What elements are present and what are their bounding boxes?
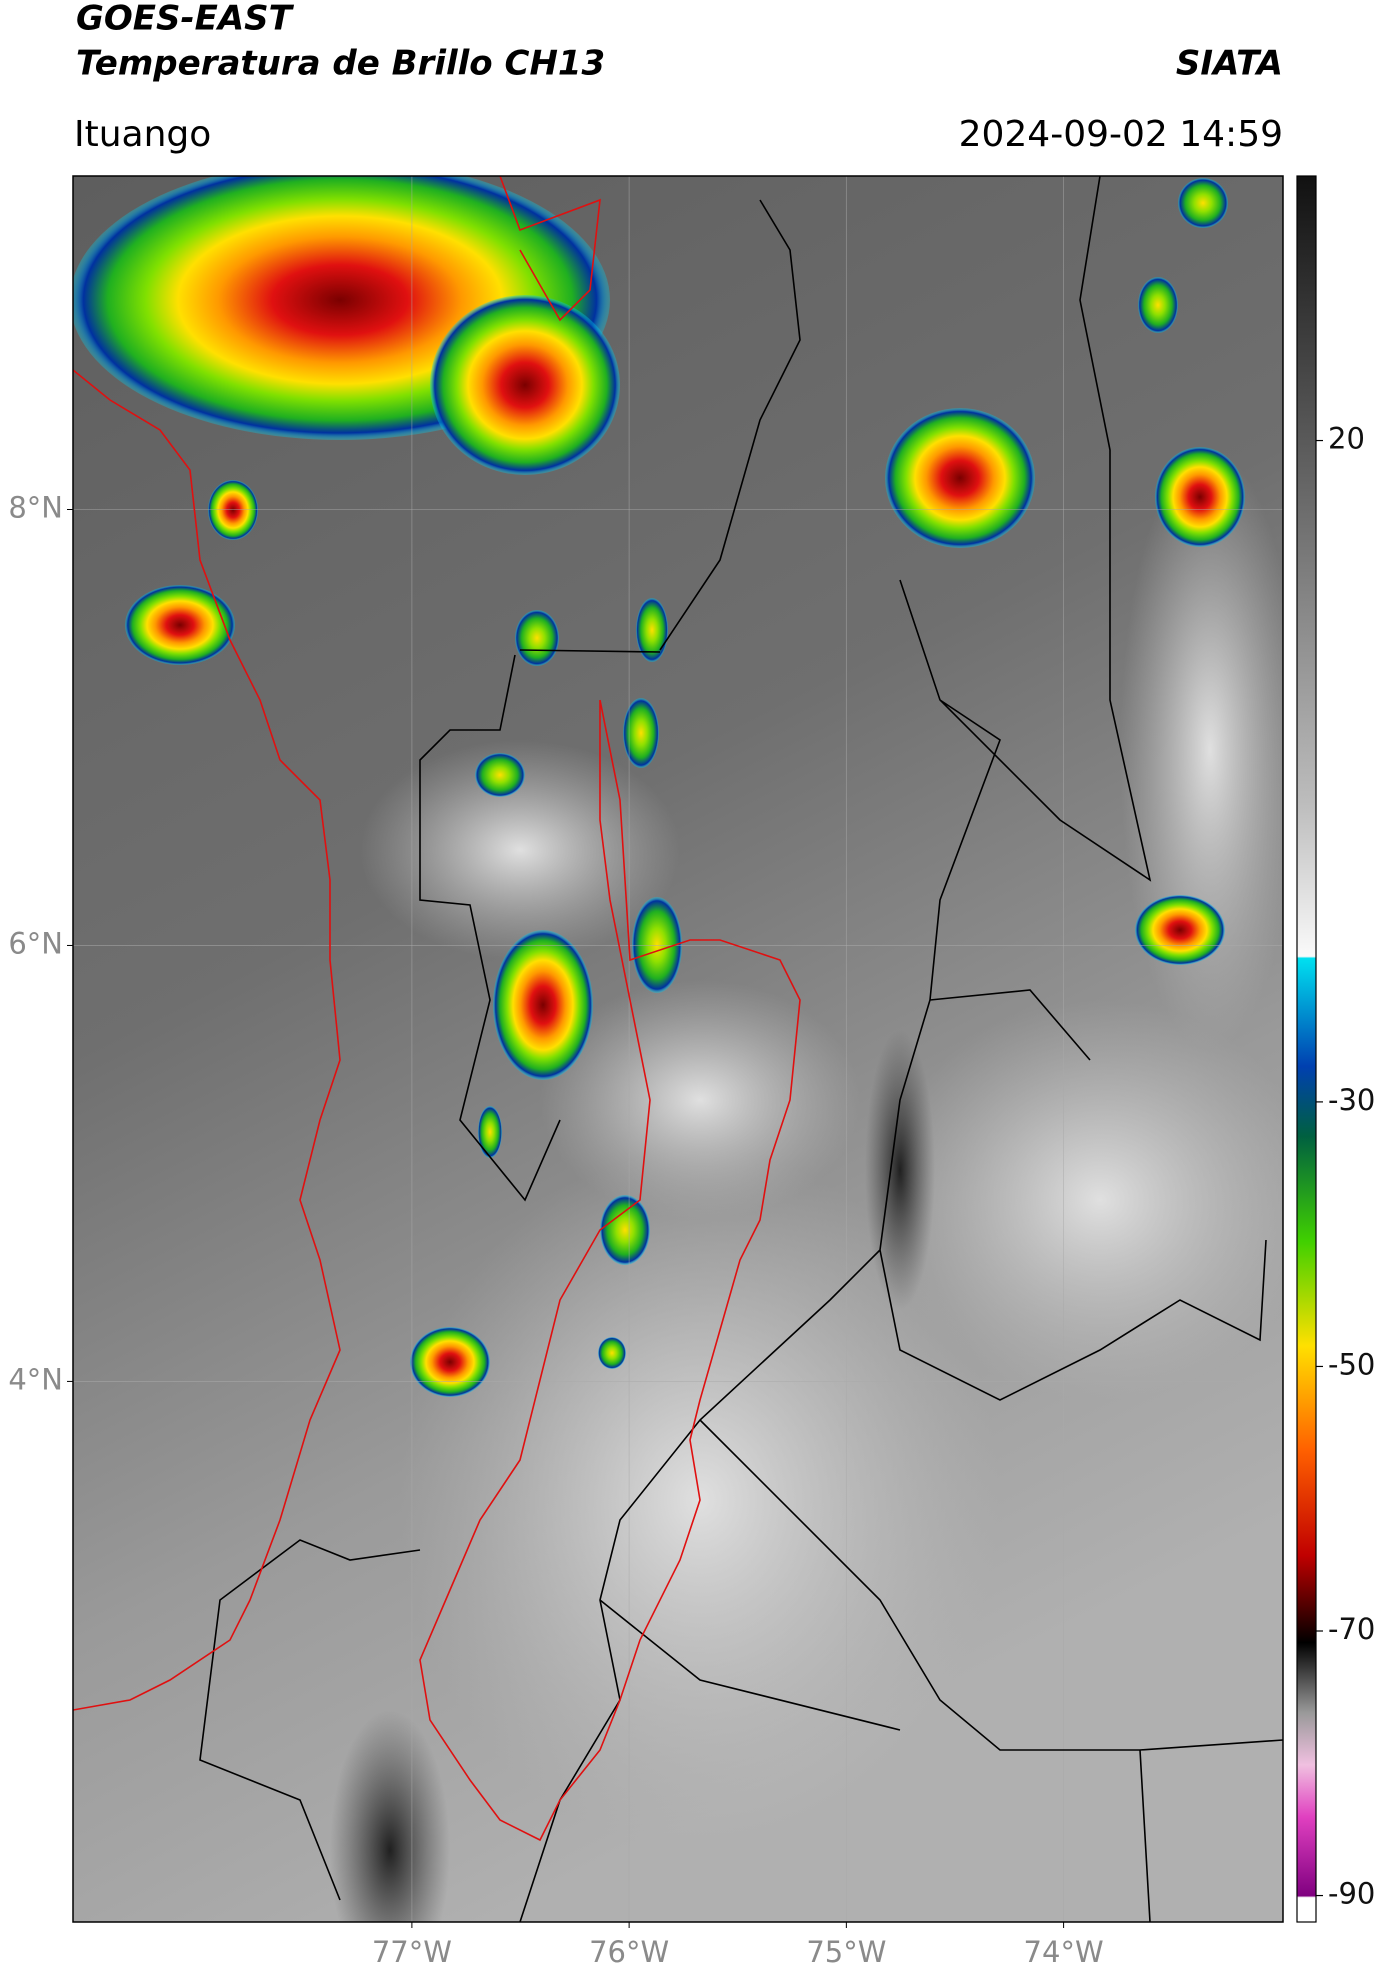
lon-tick-label: 74°W <box>1024 1935 1104 1969</box>
cloud-field <box>880 1000 1283 1400</box>
storm-cell <box>632 897 682 993</box>
lat-tick-label: 4°N <box>8 1362 63 1396</box>
department-borders <box>199 176 1283 1922</box>
storm-cell <box>1155 447 1245 547</box>
colorbar <box>1296 175 1317 1923</box>
storm-cell <box>623 698 659 768</box>
storm-cell <box>475 753 525 797</box>
satellite-map <box>73 176 1283 1922</box>
storm-cell <box>1138 277 1178 333</box>
datetime: 2024-09-02 14:59 <box>959 114 1283 155</box>
graticule <box>73 176 1283 1922</box>
coast-and-region-outline <box>73 176 801 1842</box>
lat-tick-label: 8°N <box>8 491 63 525</box>
storm-cell <box>493 930 593 1080</box>
colorbar-tick-label: -50 <box>1328 1347 1375 1381</box>
source: SIATA <box>1176 44 1283 84</box>
storm-cell <box>598 1337 626 1369</box>
colorbar-tick-label: -90 <box>1328 1877 1375 1911</box>
warm-area <box>330 1710 450 1922</box>
title: GOES-EAST <box>76 0 295 39</box>
storm-cell <box>600 1195 650 1265</box>
storm-cell <box>478 1106 502 1158</box>
colorbar-tick-label: -30 <box>1328 1083 1375 1117</box>
storm-cell <box>515 610 559 666</box>
colorbar-tick-label: 20 <box>1328 422 1365 456</box>
storm-cell <box>430 295 620 475</box>
storm-cell <box>1135 895 1225 965</box>
cloud-field <box>540 980 860 1220</box>
lon-tick-label: 77°W <box>372 1935 452 1969</box>
lon-tick-label: 75°W <box>806 1935 886 1969</box>
lon-tick-label: 76°W <box>589 1935 669 1969</box>
storm-cell <box>208 480 258 540</box>
lat-tick-label: 6°N <box>8 926 63 960</box>
map-frame <box>72 175 1284 1923</box>
location: Ituango <box>74 114 211 155</box>
colorbar-tick-label: -70 <box>1328 1612 1375 1646</box>
storm-cell <box>125 585 235 665</box>
warm-area <box>865 1030 935 1310</box>
subtitle: Temperatura de Brillo CH13 <box>76 44 605 84</box>
storm-cell <box>636 598 668 662</box>
storm-cell <box>885 408 1035 548</box>
storm-cell <box>1178 178 1228 228</box>
storm-cell <box>410 1327 490 1397</box>
